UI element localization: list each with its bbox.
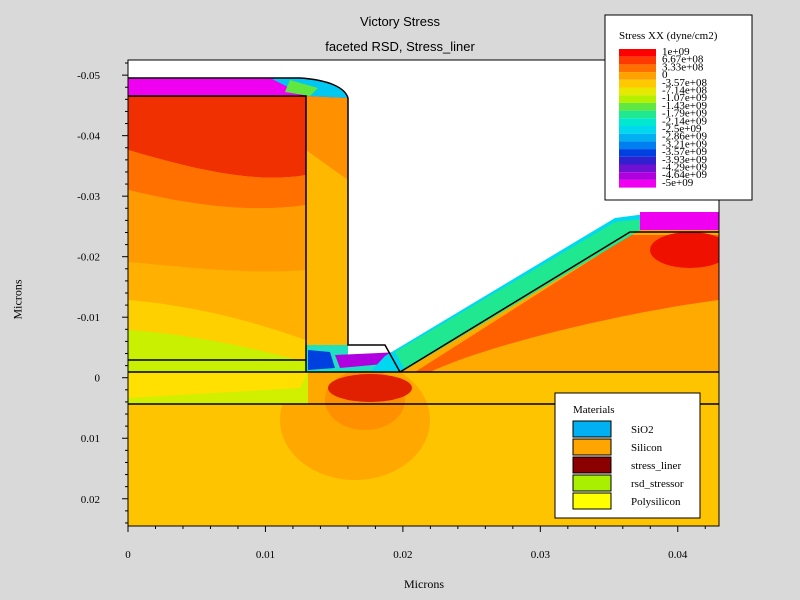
stress-legend-label: -3.21e+09: [662, 138, 707, 150]
stress-legend-label: -3.57e+08: [662, 77, 707, 89]
stress-swatch: [619, 164, 656, 173]
y-tick-label: 0.01: [81, 433, 100, 445]
stress-swatch: [619, 49, 656, 57]
stress-legend-label: -4.64e+09: [662, 169, 707, 181]
rsd-corner-stress: [650, 232, 719, 268]
spacer-contour: [306, 96, 348, 180]
stress-swatch: [619, 79, 656, 88]
rsd-stressor-upper: [128, 372, 308, 398]
stress-swatch: [619, 126, 656, 134]
materials-legend-title: Materials: [573, 404, 615, 416]
y-tick-label: 0.02: [81, 494, 100, 506]
material-swatch: [572, 492, 612, 510]
y-tick-label: -0.01: [77, 312, 100, 324]
material-legend-label: Silicon: [631, 442, 663, 454]
x-tick-label: 0.02: [393, 549, 412, 561]
material-legend-label: SiO2: [631, 424, 654, 436]
material-legend-label: stress_liner: [631, 460, 681, 472]
stress-swatch: [619, 179, 656, 188]
liner-diagonal-inner: [395, 218, 650, 370]
stress-swatch: [619, 72, 656, 80]
chart-subtitle: faceted RSD, Stress_liner: [325, 39, 475, 54]
stress-legend-label: -1.07e+09: [662, 92, 707, 104]
stress-legend-label: -2.5e+09: [662, 123, 702, 135]
gate-contour-5: [128, 330, 306, 372]
stress-legend-label: 6.67e+08: [662, 54, 704, 66]
gate-tensile-zone: [128, 96, 306, 178]
material-swatch: [572, 474, 612, 492]
liner-trench-corner: [308, 350, 335, 370]
stress-legend-title: Stress XX (dyne/cm2): [619, 30, 718, 42]
material-legend-label: Polysilicon: [631, 496, 681, 508]
stress-legend-label: -1.79e+09: [662, 108, 707, 120]
material-swatch: [572, 438, 612, 456]
materials-legend: Materials SiO2 Silicon stress_liner rsd_str…: [554, 392, 701, 519]
x-axis-ticks: 0 0.01 0.02 0.03 0.04: [125, 526, 706, 561]
spacer-outline: [347, 98, 401, 373]
stress-swatch: [619, 102, 656, 111]
y-tick-label: -0.03: [77, 191, 100, 203]
y-tick-label: 0: [95, 373, 101, 385]
rsd-tensile-band: [415, 235, 719, 372]
stress-legend-label: -3.57e+09: [662, 146, 707, 158]
stress-swatch: [619, 133, 656, 142]
material-swatch: [572, 456, 612, 474]
y-axis-ticks: -0.05 -0.04 -0.03 -0.02 -0.01 0 0.01 0.02: [77, 62, 128, 524]
x-axis-label: Microns: [404, 577, 444, 591]
rsd-outline: [399, 231, 719, 373]
stress-legend-label: -2.14e+09: [662, 115, 707, 127]
x-tick-label: 0.04: [668, 549, 688, 561]
stress-swatch: [619, 64, 656, 73]
stress-swatch: [619, 110, 656, 119]
stress-legend: Stress XX (dyne/cm2) 1e+096.67e+083.33e+…: [604, 14, 753, 201]
gate-contour-2: [128, 150, 306, 209]
stress-legend-label: 3.33e+08: [662, 61, 704, 73]
stress-legend-label: -3.93e+09: [662, 154, 707, 166]
x-tick-label: 0: [125, 549, 131, 561]
liner-corner-accent: [285, 80, 318, 96]
channel-tensile-zone: [328, 374, 412, 402]
x-tick-label: 0.01: [256, 549, 275, 561]
stress-legend-label: 0: [662, 69, 668, 81]
stress-swatch: [619, 95, 656, 103]
y-tick-label: -0.04: [77, 131, 100, 143]
y-tick-label: -0.05: [77, 70, 100, 82]
chart-title: Victory Stress: [360, 14, 440, 29]
stress-swatch: [619, 118, 656, 126]
stress-legend-label: -1.43e+09: [662, 100, 707, 112]
stress-swatch: [619, 56, 656, 65]
stress-legend-label: -2.86e+09: [662, 131, 707, 143]
stress-swatch: [619, 149, 656, 157]
stress-swatch: [619, 87, 656, 96]
stress-swatch: [619, 141, 656, 150]
stress-legend-label: 1e+09: [662, 46, 690, 58]
stress-legend-label: -5e+09: [662, 177, 694, 189]
stress-legend-label: -4.29e+09: [662, 162, 707, 174]
gate-outline: [128, 95, 307, 372]
liner-outline: [128, 77, 349, 99]
y-tick-label: -0.02: [77, 252, 100, 264]
material-swatch: [572, 420, 612, 438]
material-legend-label: rsd_stressor: [631, 478, 684, 490]
x-tick-label: 0.03: [531, 549, 551, 561]
stress-legend-label: -7.14e+08: [662, 85, 707, 97]
stress-swatch: [619, 156, 656, 165]
liner-right-top: [640, 212, 719, 230]
stress-swatch: [619, 172, 656, 180]
gate-contour-3: [128, 190, 306, 272]
